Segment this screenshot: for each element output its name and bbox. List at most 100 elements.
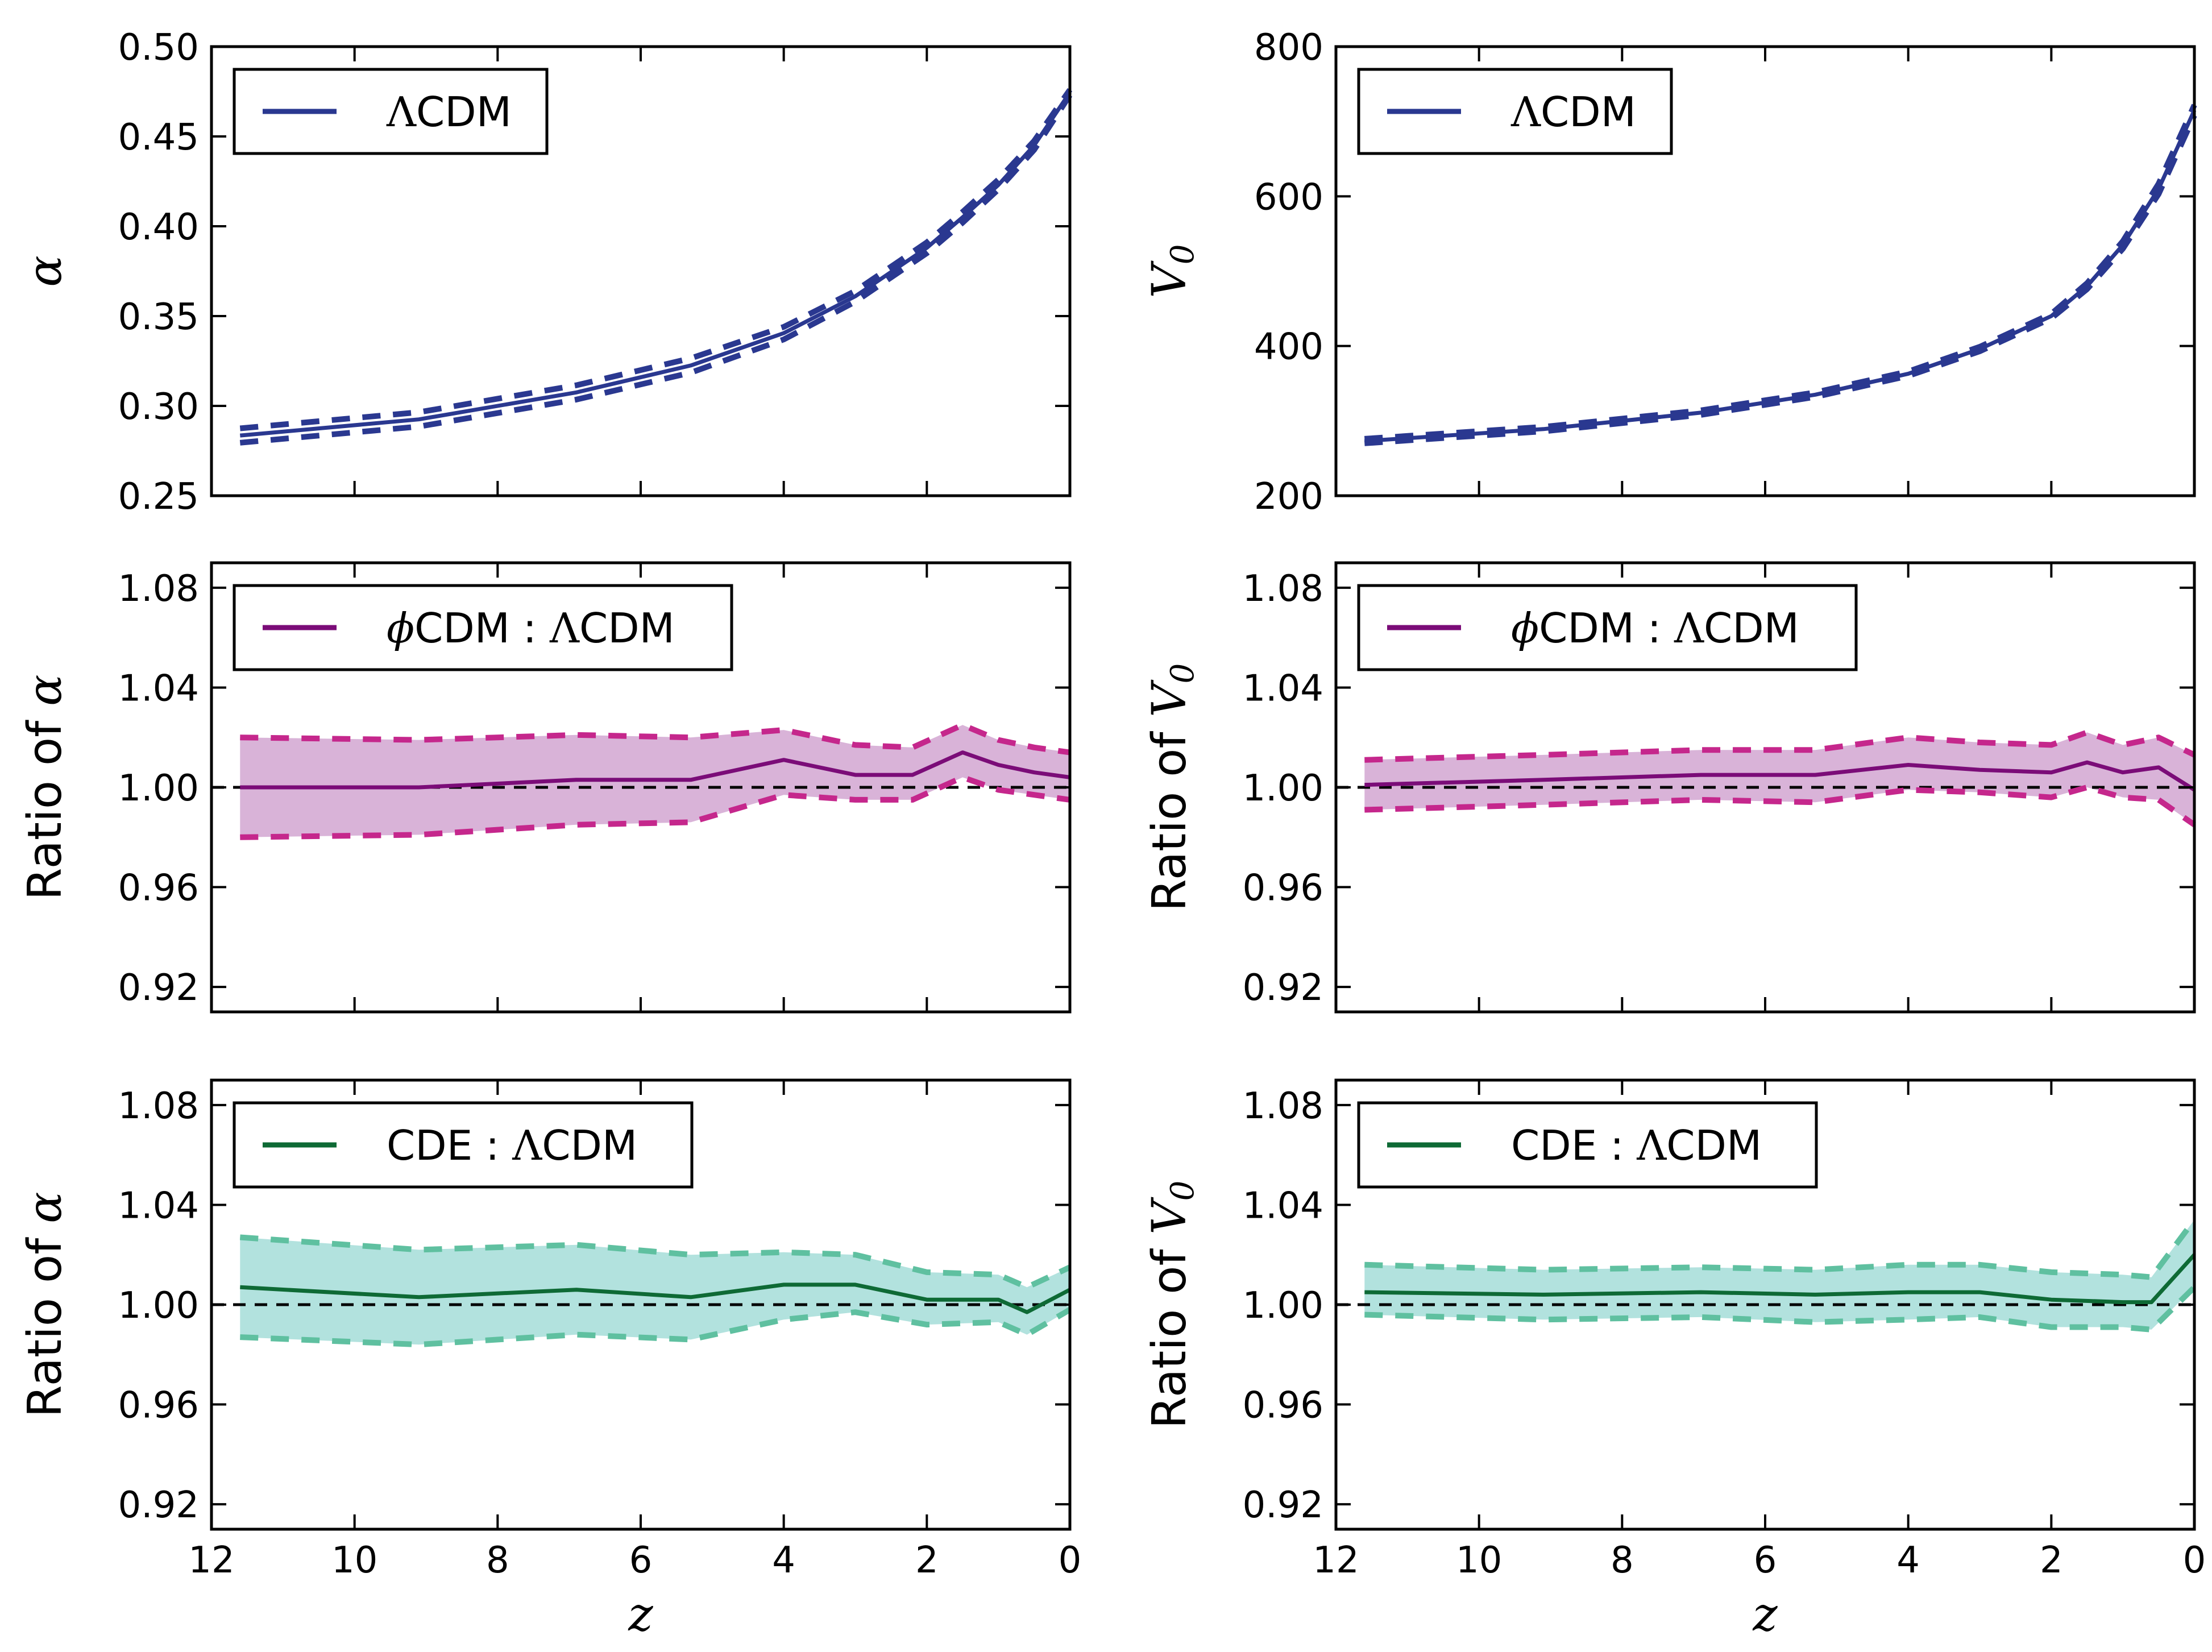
y-tick-label: 1.08: [1243, 568, 1324, 610]
x-tick-label: 10: [331, 1539, 377, 1582]
series-line: [240, 750, 1070, 790]
legend-model-text: CDE: [1511, 1122, 1597, 1169]
legend-separator: :: [472, 1122, 512, 1169]
legend-label: CDE : ΛCDM: [387, 1122, 637, 1169]
y-tick-label: 0.96: [1243, 1385, 1324, 1427]
y-axis-label-prefix: Ratio of: [18, 706, 72, 900]
legend-label: ΛCDM: [1510, 88, 1636, 136]
y-tick-label: 1.08: [1243, 1085, 1324, 1127]
legend-reference-text: CDM: [542, 1122, 637, 1169]
upper-bound-line: [1364, 729, 2196, 763]
lower-bound-line: [239, 93, 1073, 446]
legend-reference-text: CDM: [416, 88, 512, 136]
y-axis-label-symbol: α: [18, 255, 72, 287]
x-tick-label: 8: [1611, 1539, 1634, 1582]
legend-separator: :: [1597, 1122, 1637, 1169]
y-tick-label: 400: [1254, 326, 1323, 368]
y-axis-label-subscript: 0: [1164, 1181, 1201, 1201]
y-axis-label-subscript: 0: [1164, 663, 1201, 684]
legend-reference-symbol: Λ: [512, 1122, 542, 1169]
legend-label: ϕCDM : ΛCDM: [1511, 604, 1799, 652]
y-tick-label: 0.92: [1243, 967, 1324, 1009]
y-tick-label: 1.00: [1243, 1285, 1324, 1327]
y-tick-label: 1.00: [118, 1285, 200, 1327]
y-axis-label-prefix: Ratio of: [18, 1223, 72, 1418]
series-line: [1364, 109, 2197, 443]
legend-reference-text: CDM: [1704, 604, 1799, 652]
confidence-band-fill: [1364, 732, 2194, 825]
legend-model-text: CDM: [414, 604, 510, 652]
legend-reference-symbol: Λ: [1510, 88, 1541, 136]
series-line: [240, 1282, 1071, 1314]
y-axis-label: α: [18, 255, 72, 287]
y-tick-label: 0.92: [118, 967, 200, 1009]
y-tick-label: 0.45: [118, 117, 200, 159]
y-tick-label: 0.96: [1243, 867, 1324, 910]
y-axis-label: Ratio of V0: [1143, 1181, 1201, 1429]
x-tick-label: 2: [2040, 1539, 2063, 1582]
y-tick-label: 1.08: [118, 1085, 200, 1127]
x-axis-label: z: [628, 1588, 653, 1642]
legend-reference-text: CDM: [1666, 1122, 1762, 1169]
lower-bound-line: [1364, 785, 2196, 827]
x-tick-label: 0: [2183, 1539, 2206, 1582]
y-tick-label: 1.04: [1243, 667, 1324, 709]
upper-bound-line: [239, 1234, 1072, 1290]
confidence-band-fill: [240, 1237, 1070, 1345]
y-tick-label: 1.04: [118, 667, 200, 709]
legend-separator: :: [510, 604, 550, 652]
lower-bound-line: [1364, 1285, 2197, 1333]
y-tick-label: 600: [1254, 176, 1323, 218]
y-axis-label-subscript: 0: [1164, 244, 1201, 265]
y-axis-label-symbol: V: [1143, 1197, 1197, 1235]
y-axis-label-prefix: Ratio of: [1143, 1235, 1197, 1429]
y-tick-label: 0.92: [118, 1484, 200, 1526]
y-axis-label-symbol: α: [18, 1192, 72, 1223]
x-tick-label: 6: [1754, 1539, 1777, 1582]
y-tick-label: 0.25: [118, 476, 200, 518]
y-axis-label: V0: [1143, 244, 1201, 298]
y-tick-label: 0.35: [118, 296, 200, 338]
y-tick-label: 0.50: [118, 27, 200, 69]
lower-bound-line: [1364, 114, 2197, 446]
x-tick-label: 12: [1313, 1539, 1359, 1582]
x-tick-label: 8: [486, 1539, 509, 1582]
y-axis-label: Ratio of V0: [1143, 663, 1201, 912]
x-tick-label: 4: [772, 1539, 795, 1582]
legend-label: CDE : ΛCDM: [1511, 1122, 1762, 1169]
legend-label: ϕCDM : ΛCDM: [387, 604, 675, 652]
y-axis-label: Ratio of α: [18, 674, 72, 900]
legend: CDE : ΛCDM: [1357, 1101, 1818, 1189]
y-axis-label: Ratio of α: [18, 1192, 72, 1417]
legend-model-text: CDM: [1539, 604, 1634, 652]
upper-bound-line: [239, 88, 1073, 431]
legend-reference-text: CDM: [1541, 88, 1636, 136]
upper-bound-line: [1364, 1218, 2197, 1280]
legend-label: ΛCDM: [386, 88, 512, 136]
legend: ϕCDM : ΛCDM: [233, 584, 733, 671]
x-tick-label: 12: [188, 1539, 234, 1582]
y-tick-label: 0.30: [118, 386, 200, 428]
y-axis-label-symbol: V: [1143, 679, 1197, 717]
legend-reference-symbol: Λ: [1636, 1122, 1667, 1169]
upper-bound-line: [240, 722, 1070, 756]
x-tick-label: 4: [1896, 1539, 1920, 1582]
legend-reference-symbol: Λ: [386, 88, 417, 136]
x-tick-label: 10: [1456, 1539, 1502, 1582]
legend: CDE : ΛCDM: [233, 1101, 694, 1189]
lower-bound-line: [240, 1307, 1072, 1348]
y-tick-label: 1.04: [118, 1185, 200, 1227]
series-line: [1364, 1253, 2196, 1305]
x-axis-label: z: [1752, 1588, 1778, 1642]
series-line: [1364, 760, 2196, 792]
legend-reference-symbol: Λ: [549, 604, 580, 652]
legend-reference-text: CDM: [579, 604, 675, 652]
y-tick-label: 1.00: [118, 767, 200, 810]
confidence-band-fill: [1364, 1219, 2194, 1330]
x-tick-label: 0: [1059, 1539, 1082, 1582]
legend-model-text: CDE: [387, 1122, 472, 1169]
upper-bound-line: [1364, 103, 2197, 442]
